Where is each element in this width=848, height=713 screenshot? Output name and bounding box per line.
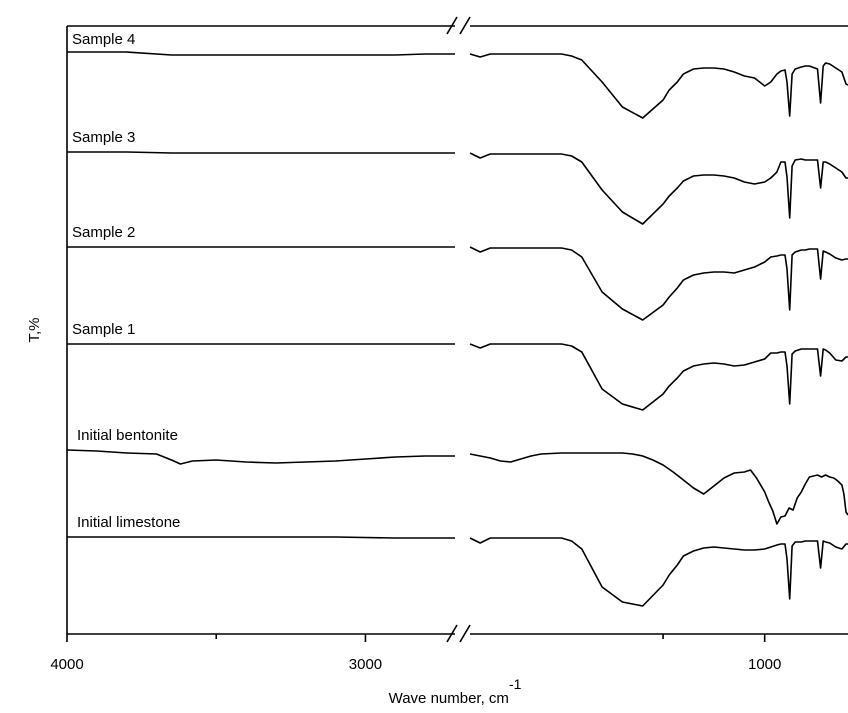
series-label: Sample 1 [72, 321, 135, 338]
spectrum-sample-2 [67, 246, 848, 321]
x-axis-label-text: Wave number, cm [389, 690, 509, 707]
x-tick-labels: 4000 3000 1000 [50, 656, 781, 673]
axis-break-marks [446, 16, 471, 643]
series-label: Sample 3 [72, 129, 135, 146]
x-tick-label: 3000 [349, 656, 382, 673]
spectrum-initial-bentonite [66, 449, 848, 525]
series-label: Sample 4 [72, 31, 135, 48]
x-ticks [66, 634, 766, 642]
axis-break-bottom-mark-2 [459, 624, 471, 643]
y-axis-label: T,% [26, 317, 43, 342]
spectrum-sample-1 [67, 343, 848, 411]
x-axis-label-superscript: -1 [509, 676, 522, 692]
series-label: Initial bentonite [77, 427, 178, 444]
axis-break-top-mark-1 [446, 16, 458, 35]
series-labels: Sample 4 Sample 3 Sample 2 Sample 1 Initial … [72, 31, 180, 531]
axis-break-top-mark-2 [459, 16, 471, 35]
spectrum-sample-4 [67, 51, 848, 119]
axis-break-bottom-mark-1 [446, 624, 458, 643]
x-tick-label: 4000 [50, 656, 83, 673]
plot-frame [66, 25, 848, 635]
spectrum-sample-3 [67, 151, 848, 225]
spectra [66, 51, 848, 607]
series-label: Initial limestone [77, 514, 180, 531]
series-label: Sample 2 [72, 224, 135, 241]
x-axis-label: Wave number, cm-1 [389, 676, 522, 707]
x-tick-label: 1000 [748, 656, 781, 673]
spectrum-initial-limestone [67, 536, 848, 607]
